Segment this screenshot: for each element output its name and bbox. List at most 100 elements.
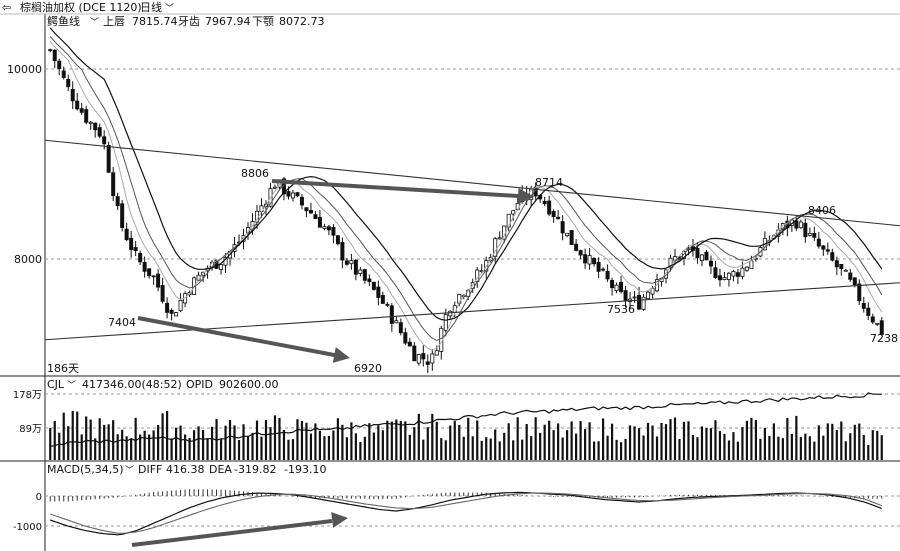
candle-up [174, 312, 179, 317]
candle-down [326, 226, 331, 231]
jaw-label: 下颚 [252, 15, 274, 28]
macd-chevron-down-icon[interactable]: ﹀ [125, 465, 134, 476]
candle-down [560, 221, 565, 234]
arrow-macd-divergence [131, 519, 333, 547]
candle-down [695, 247, 700, 259]
candle-up [497, 237, 502, 240]
candle-up [565, 232, 570, 237]
candle-up [349, 260, 354, 265]
candle-up [587, 255, 592, 265]
volume-chevron-down-icon[interactable]: ﹀ [67, 380, 76, 391]
candle-down [380, 295, 385, 304]
candle-down [93, 122, 98, 131]
candle-down [52, 49, 57, 62]
candle-down [385, 303, 390, 306]
candle-down [102, 136, 107, 145]
annotation-label: 7536 [607, 303, 635, 316]
annotation-label: 6920 [354, 362, 382, 375]
candle-down [834, 260, 839, 268]
candle-down [583, 254, 588, 264]
period-chevron-down-icon[interactable]: ﹀ [165, 3, 174, 14]
diff-value: 416.38 [166, 463, 205, 476]
candle-up [798, 221, 803, 229]
opid-line [50, 392, 882, 448]
candle-down [142, 262, 147, 272]
candle-up [443, 314, 448, 331]
candle-down [619, 281, 624, 293]
teeth-line [49, 36, 883, 341]
instrument-title: 棕榈油加权 (DCE 1120) [20, 0, 142, 14]
macd-layer [49, 489, 883, 547]
volume-tick-89: 89万 [19, 424, 42, 435]
candle-down [362, 269, 367, 281]
candle-up [740, 267, 745, 277]
candle-up [358, 269, 363, 274]
candle-down [160, 285, 165, 302]
candle-down [407, 341, 412, 347]
annotation-label: 8714 [535, 176, 563, 189]
candle-down [106, 145, 111, 173]
candle-down [317, 216, 322, 228]
candle-up [430, 353, 435, 364]
candle-up [731, 271, 736, 277]
candle-down [97, 127, 102, 137]
candle-down [389, 305, 394, 324]
price-tick-10000: 10000 [7, 63, 42, 76]
candle-up [219, 264, 224, 270]
candle-down [75, 100, 80, 110]
candle-down [870, 316, 875, 323]
arrow-macd-divergence-head [331, 512, 348, 528]
price-layer: 8806 8714 8406 7404 6920 7536 7238 [44, 27, 900, 375]
window-icon[interactable]: ⇦ [2, 1, 11, 14]
annotation-label: 8806 [241, 167, 269, 180]
candle-up [744, 266, 749, 271]
macd-tick-minus-1000: -1000 [13, 522, 42, 533]
candle-down [286, 191, 291, 197]
lip-line [49, 41, 883, 351]
candle-up [416, 354, 421, 364]
diff-line [49, 491, 883, 536]
candle-up [290, 192, 295, 199]
candle-down [425, 361, 430, 365]
macd-value: -193.10 [284, 463, 326, 476]
period-selector[interactable]: 日线 [140, 0, 162, 14]
candle-down [794, 220, 799, 229]
opid-value: 902600.00 [219, 378, 279, 391]
candle-up [632, 296, 637, 299]
candle-up [614, 284, 619, 291]
candle-up [434, 350, 439, 356]
candle-down [547, 200, 552, 215]
candle-down [601, 268, 606, 271]
candle-down [376, 286, 381, 298]
candle-down [344, 260, 349, 265]
candle-down [398, 322, 403, 334]
teeth-value: 7967.94 [205, 15, 251, 28]
indicator-selector[interactable]: 鳄鱼线 [47, 14, 80, 28]
candle-up [726, 272, 731, 280]
upper-lip-value: 7815.74 [132, 15, 178, 28]
candle-up [681, 251, 686, 259]
diff-label: DIFF [138, 463, 162, 476]
candle-down [574, 243, 579, 251]
candle-up [511, 210, 516, 215]
candle-down [421, 353, 426, 360]
candle-down [367, 278, 372, 283]
candle-down [299, 196, 304, 206]
candle-down [735, 272, 740, 277]
teeth-label: 牙齿 [178, 15, 200, 28]
volume-tick-178: 178万 [13, 390, 42, 401]
indicator-chevron-down-icon[interactable]: ﹀ [90, 17, 99, 28]
candle-down [120, 203, 125, 228]
candle-down [852, 277, 857, 286]
candle-down [830, 252, 835, 261]
opid-label: OPID [186, 378, 213, 391]
candle-up [749, 260, 754, 269]
candle-up [178, 299, 183, 312]
candle-down [866, 307, 871, 316]
candle-up [88, 121, 93, 124]
candle-down [308, 210, 313, 214]
macd-indicator-selector[interactable]: MACD(5,34,5) [47, 463, 124, 476]
volume-indicator-selector[interactable]: CJL [47, 378, 65, 391]
candle-down [556, 216, 561, 220]
